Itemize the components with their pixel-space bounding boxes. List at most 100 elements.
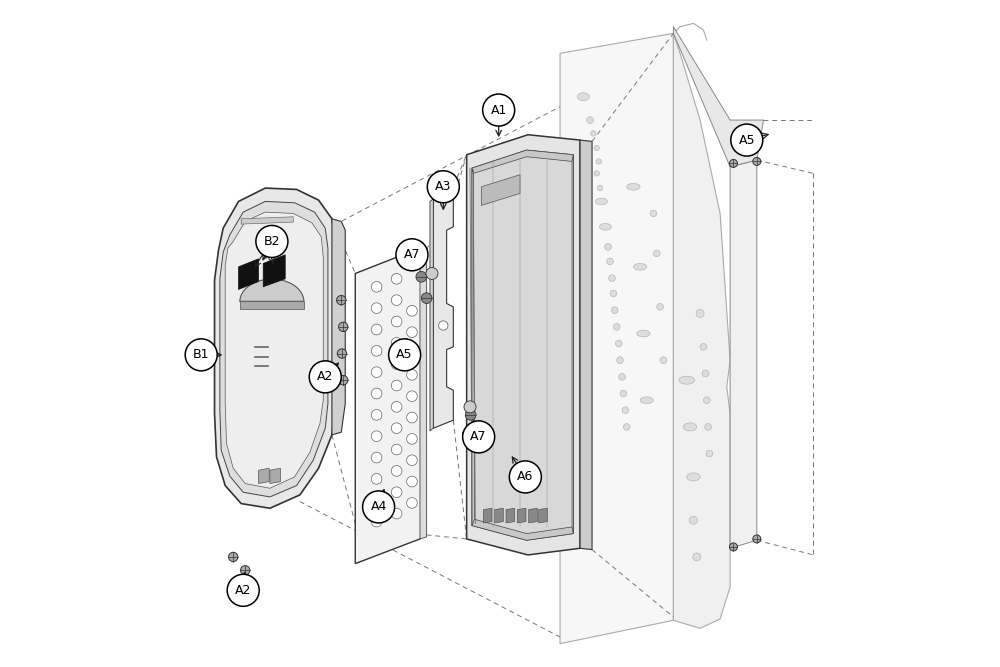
Polygon shape <box>673 33 730 628</box>
Circle shape <box>753 157 761 165</box>
Ellipse shape <box>609 275 615 281</box>
Polygon shape <box>572 155 573 534</box>
Ellipse shape <box>700 344 707 350</box>
Circle shape <box>337 295 346 305</box>
Polygon shape <box>472 150 573 173</box>
Text: A5: A5 <box>396 348 413 362</box>
Text: A2: A2 <box>317 370 333 384</box>
Circle shape <box>389 339 421 371</box>
Circle shape <box>396 239 428 271</box>
Polygon shape <box>263 255 285 287</box>
Ellipse shape <box>605 243 611 250</box>
Polygon shape <box>673 27 763 167</box>
Circle shape <box>371 303 382 313</box>
Ellipse shape <box>637 330 650 337</box>
Polygon shape <box>529 508 537 523</box>
Polygon shape <box>270 468 281 484</box>
Ellipse shape <box>657 303 663 310</box>
Circle shape <box>309 361 341 393</box>
Circle shape <box>391 466 402 476</box>
Circle shape <box>753 535 761 543</box>
Polygon shape <box>225 212 323 488</box>
Circle shape <box>464 401 476 413</box>
Circle shape <box>391 359 402 370</box>
Circle shape <box>421 293 432 303</box>
Polygon shape <box>433 191 453 428</box>
Circle shape <box>407 455 417 466</box>
Polygon shape <box>506 508 515 523</box>
Ellipse shape <box>610 290 617 297</box>
Polygon shape <box>495 508 503 523</box>
Ellipse shape <box>595 198 607 205</box>
Ellipse shape <box>597 185 603 191</box>
Circle shape <box>391 487 402 498</box>
Circle shape <box>391 316 402 327</box>
Circle shape <box>729 543 737 551</box>
Polygon shape <box>240 279 304 301</box>
Ellipse shape <box>615 340 622 347</box>
Ellipse shape <box>594 145 599 151</box>
Polygon shape <box>472 150 573 540</box>
Ellipse shape <box>650 210 657 217</box>
Ellipse shape <box>705 424 711 430</box>
Ellipse shape <box>617 357 623 364</box>
Circle shape <box>407 498 417 508</box>
Circle shape <box>439 321 448 330</box>
Ellipse shape <box>591 131 596 136</box>
Circle shape <box>391 295 402 305</box>
Ellipse shape <box>660 357 667 364</box>
Circle shape <box>463 428 473 439</box>
Circle shape <box>371 367 382 378</box>
Ellipse shape <box>607 258 613 265</box>
Circle shape <box>371 495 382 506</box>
Circle shape <box>363 491 395 523</box>
Circle shape <box>407 370 417 380</box>
Polygon shape <box>332 219 345 435</box>
Ellipse shape <box>587 117 593 123</box>
Circle shape <box>407 412 417 423</box>
Ellipse shape <box>696 309 704 317</box>
Circle shape <box>371 410 382 420</box>
Text: B2: B2 <box>264 235 280 248</box>
Ellipse shape <box>596 159 601 164</box>
Ellipse shape <box>599 223 611 230</box>
Ellipse shape <box>689 516 697 524</box>
Circle shape <box>229 552 238 562</box>
Polygon shape <box>355 248 423 564</box>
Polygon shape <box>420 248 427 539</box>
Circle shape <box>391 508 402 519</box>
Circle shape <box>509 461 541 493</box>
Polygon shape <box>483 508 492 523</box>
Polygon shape <box>472 168 475 526</box>
Ellipse shape <box>577 93 589 101</box>
Polygon shape <box>215 188 335 508</box>
Polygon shape <box>560 33 673 644</box>
Circle shape <box>426 267 438 279</box>
Text: A7: A7 <box>404 248 420 261</box>
Ellipse shape <box>611 307 618 313</box>
Text: A3: A3 <box>435 180 451 193</box>
Circle shape <box>371 346 382 356</box>
Polygon shape <box>430 199 433 431</box>
Polygon shape <box>241 217 293 224</box>
Polygon shape <box>467 135 580 555</box>
Text: A7: A7 <box>470 430 487 444</box>
Polygon shape <box>239 259 259 289</box>
Text: A6: A6 <box>517 470 534 484</box>
Ellipse shape <box>640 397 653 404</box>
Circle shape <box>416 271 427 282</box>
Circle shape <box>391 444 402 455</box>
Circle shape <box>391 338 402 348</box>
Ellipse shape <box>633 263 647 270</box>
Polygon shape <box>481 175 520 205</box>
Polygon shape <box>517 508 526 523</box>
Text: A5: A5 <box>739 133 755 147</box>
Circle shape <box>371 452 382 463</box>
Circle shape <box>391 423 402 434</box>
Circle shape <box>227 574 259 606</box>
Circle shape <box>729 159 737 167</box>
Text: B1: B1 <box>193 348 209 362</box>
Circle shape <box>427 171 459 203</box>
Circle shape <box>391 273 402 284</box>
Circle shape <box>371 324 382 335</box>
